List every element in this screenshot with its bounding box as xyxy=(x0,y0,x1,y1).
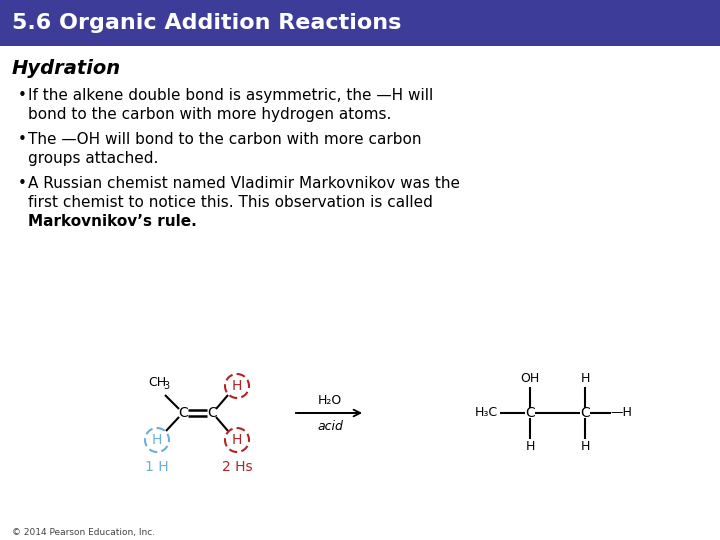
Text: C: C xyxy=(178,406,188,420)
Text: H₂O: H₂O xyxy=(318,394,342,407)
Text: 1 H: 1 H xyxy=(145,460,168,474)
Text: H: H xyxy=(232,379,242,393)
Text: bond to the carbon with more hydrogen atoms.: bond to the carbon with more hydrogen at… xyxy=(28,107,392,122)
Text: C: C xyxy=(580,406,590,420)
Text: OH: OH xyxy=(521,373,539,386)
Text: H: H xyxy=(152,433,162,447)
Text: H: H xyxy=(526,441,535,454)
Text: groups attached.: groups attached. xyxy=(28,151,158,166)
Text: H₃C: H₃C xyxy=(474,407,498,420)
Text: •: • xyxy=(18,88,27,103)
Text: A Russian chemist named Vladimir Markovnikov was the: A Russian chemist named Vladimir Markovn… xyxy=(28,176,460,191)
Text: C: C xyxy=(525,406,535,420)
Text: first chemist to notice this. This observation is called: first chemist to notice this. This obser… xyxy=(28,195,433,210)
Text: Hydration: Hydration xyxy=(12,58,121,78)
Text: H: H xyxy=(232,433,242,447)
Text: —H: —H xyxy=(610,407,632,420)
Text: acid: acid xyxy=(317,421,343,434)
Text: If the alkene double bond is asymmetric, the —H will: If the alkene double bond is asymmetric,… xyxy=(28,88,433,103)
Text: •: • xyxy=(18,132,27,147)
Text: Markovnikov’s rule.: Markovnikov’s rule. xyxy=(28,214,197,229)
Text: The —OH will bond to the carbon with more carbon: The —OH will bond to the carbon with mor… xyxy=(28,132,421,147)
Text: C: C xyxy=(207,406,217,420)
Text: H: H xyxy=(580,441,590,454)
Text: © 2014 Pearson Education, Inc.: © 2014 Pearson Education, Inc. xyxy=(12,529,155,537)
Text: H: H xyxy=(580,373,590,386)
Text: CH: CH xyxy=(148,375,166,388)
Text: •: • xyxy=(18,176,27,191)
Bar xyxy=(0,0,720,46)
Text: 2 Hs: 2 Hs xyxy=(222,460,252,474)
Text: 3: 3 xyxy=(163,381,169,391)
Text: 5.6 Organic Addition Reactions: 5.6 Organic Addition Reactions xyxy=(12,13,401,33)
